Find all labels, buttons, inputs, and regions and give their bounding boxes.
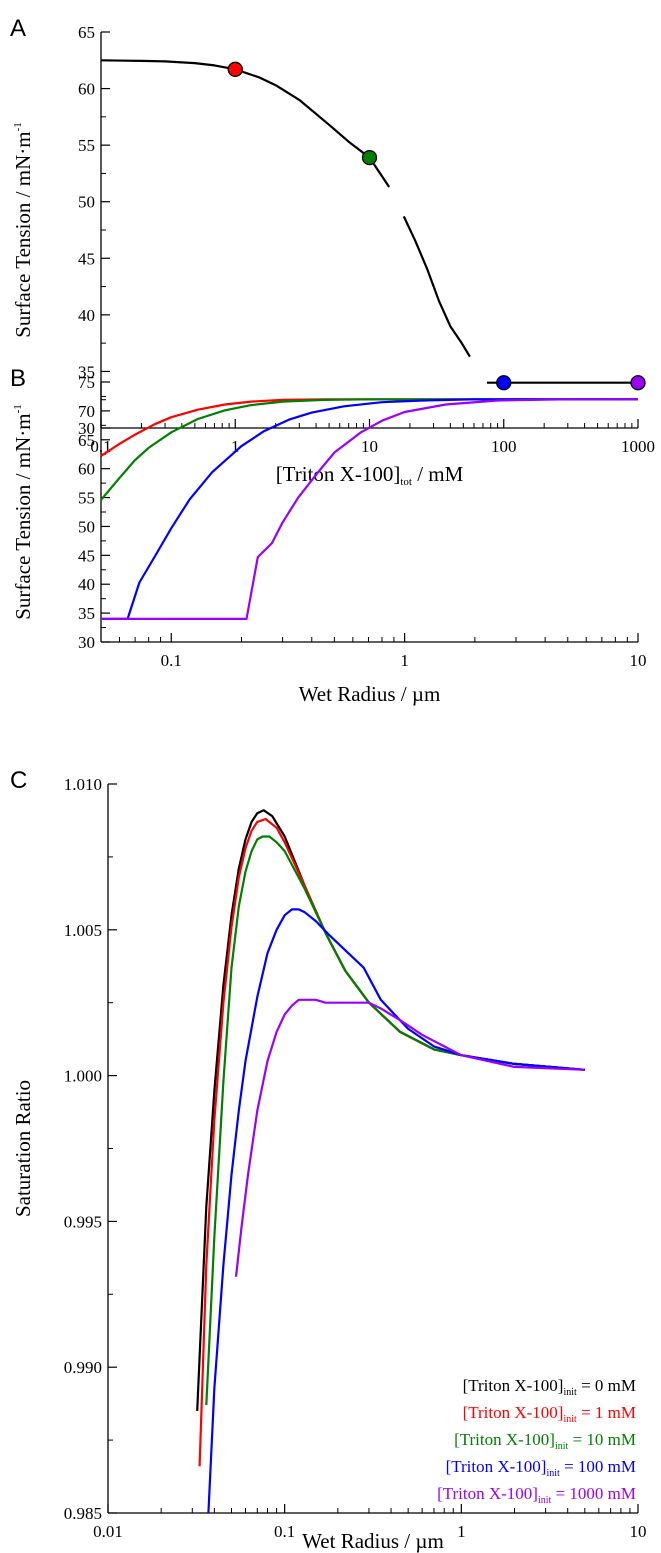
y-tick-label: 60 (78, 460, 95, 479)
y-tick-label: 75 (78, 373, 95, 392)
series-line (205, 835, 585, 1406)
series-line (198, 817, 585, 1467)
x-tick-label: 10 (630, 1522, 647, 1541)
y-tick-label: 40 (78, 575, 95, 594)
data-point (361, 149, 378, 166)
panel-label: B (10, 365, 26, 392)
x-axis-title: Wet Radius / µm (299, 682, 441, 706)
legend: [Triton X-100]init = 0 mM [Triton X-100]i… (437, 1376, 636, 1506)
series-line (101, 398, 638, 621)
panel-b: B 30 35 40 45 50 55 60 65 70 75 0.1 1 10 Wet Radius / … (10, 365, 647, 706)
y-tick-label: 40 (78, 306, 95, 325)
x-tick-label: 10 (630, 651, 647, 670)
series-line (207, 908, 585, 1514)
x-tick-label: 1 (231, 437, 240, 456)
series-line (402, 215, 471, 358)
y-tick-label: 1.005 (64, 921, 102, 940)
y-tick-label: 30 (78, 633, 95, 652)
data-point (496, 375, 512, 391)
legend-entry: [Triton X-100]init = 10 mM (454, 1430, 636, 1452)
x-tick-label: 0.1 (274, 1522, 295, 1541)
y-tick-label: 45 (78, 546, 95, 565)
y-tick-label: 55 (78, 489, 95, 508)
y-tick-label: 50 (78, 517, 95, 536)
series-line (234, 998, 585, 1277)
x-tick-label: 100 (491, 437, 517, 456)
data-point (630, 375, 646, 391)
y-tick-label: 35 (78, 362, 95, 381)
legend-entry: [Triton X-100]init = 1000 mM (437, 1484, 636, 1506)
data-point (227, 61, 243, 77)
panel-c: C 0.985 0.990 0.995 1.000 1.005 1.010 0.01 0.1 1 1… (10, 767, 647, 1553)
series-line (100, 59, 391, 188)
panel-label: A (10, 15, 26, 42)
series-line (196, 809, 585, 1411)
y-tick-label: 1.000 (64, 1067, 102, 1086)
x-tick-label: 1000 (621, 437, 655, 456)
y-tick-label: 65 (78, 431, 95, 450)
x-tick-label: 1 (400, 651, 409, 670)
y-axis-title: Surface Tension / mN·m-1 (11, 122, 35, 338)
y-axis-title: Saturation Ratio (11, 1080, 35, 1217)
y-tick-label: 65 (78, 23, 95, 42)
series-line (101, 398, 638, 621)
x-tick-label: 0.1 (161, 651, 182, 670)
y-axis-title: Surface Tension / mN·m-1 (11, 404, 35, 620)
panel-label: C (10, 767, 27, 794)
legend-entry: [Triton X-100]init = 100 mM (446, 1457, 636, 1479)
y-tick-label: 45 (78, 249, 95, 268)
y-tick-label: 0.990 (64, 1358, 102, 1377)
x-axis-title: Wet Radius / µm (302, 1529, 444, 1553)
x-tick-label: 0.01 (93, 1522, 123, 1541)
y-tick-label: 30 (78, 419, 95, 438)
y-tick-label: 1.010 (64, 775, 102, 794)
x-tick-label: 10 (361, 437, 378, 456)
y-tick-label: 70 (78, 402, 95, 421)
y-tick-label: 35 (78, 604, 95, 623)
legend-entry: [Triton X-100]init = 0 mM (463, 1376, 636, 1398)
x-axis-title: [Triton X-100]tot / mM (276, 462, 464, 488)
x-tick-label: 1 (457, 1522, 466, 1541)
y-tick-label: 55 (78, 136, 95, 155)
legend-entry: [Triton X-100]init = 1 mM (463, 1403, 636, 1425)
y-tick-label: 0.985 (64, 1504, 102, 1523)
y-tick-label: 0.995 (64, 1212, 102, 1231)
y-tick-label: 50 (78, 193, 95, 212)
y-tick-label: 60 (78, 80, 95, 99)
